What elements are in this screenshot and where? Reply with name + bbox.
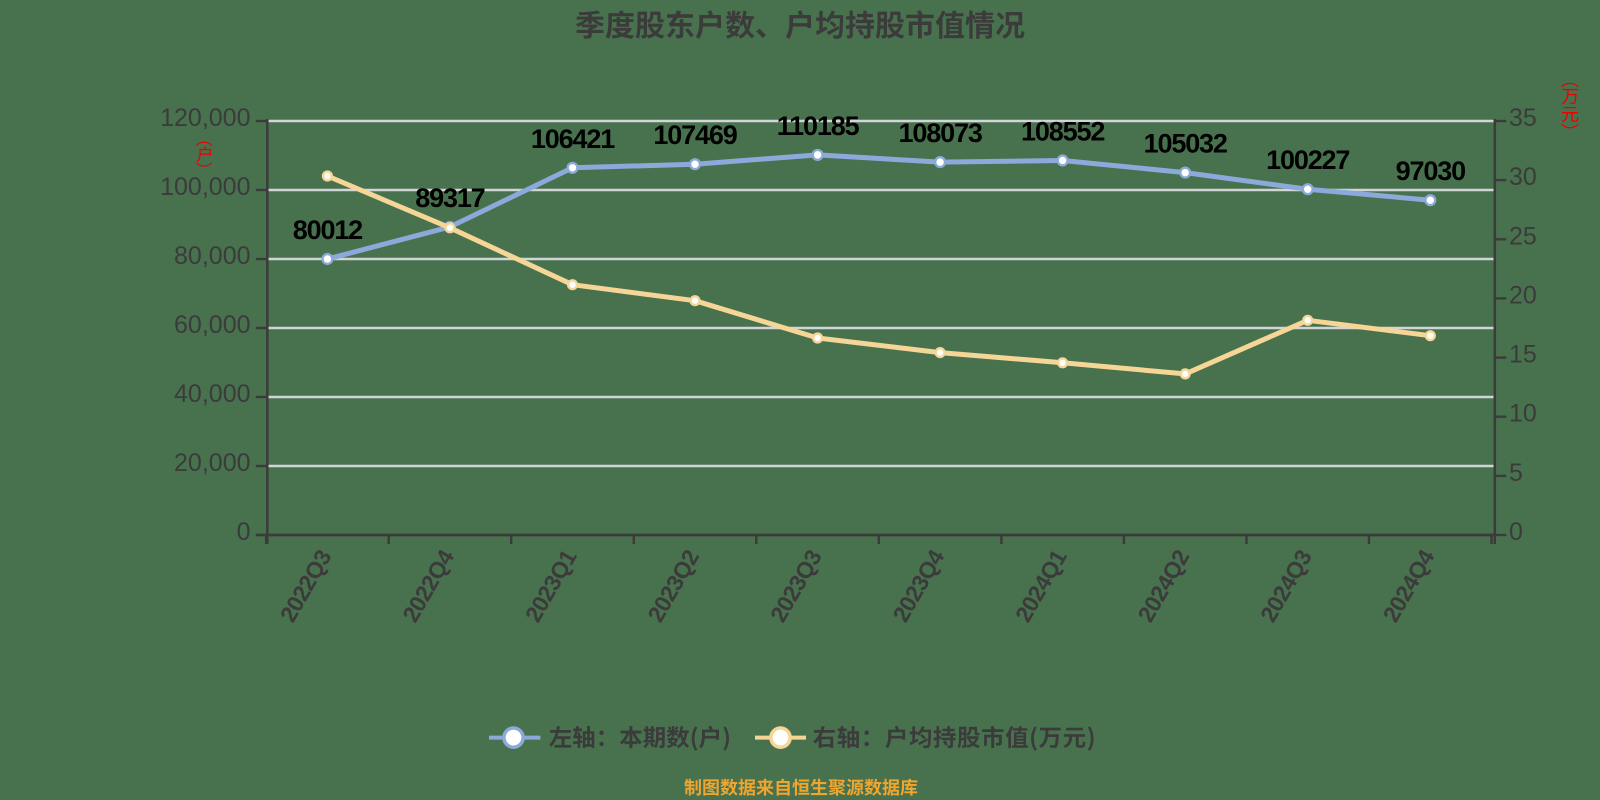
svg-text:10: 10	[1509, 400, 1537, 428]
svg-text:80,000: 80,000	[174, 242, 250, 270]
svg-text:100227: 100227	[1266, 145, 1349, 175]
svg-text:89317: 89317	[415, 183, 484, 213]
svg-text:108552: 108552	[1021, 117, 1104, 147]
svg-text:120,000: 120,000	[160, 104, 250, 132]
svg-text:110185: 110185	[777, 111, 860, 141]
svg-text:106421: 106421	[531, 124, 615, 154]
svg-text:100,000: 100,000	[160, 173, 250, 201]
svg-text:0: 0	[237, 518, 251, 546]
svg-text:108073: 108073	[898, 118, 982, 148]
svg-text:80012: 80012	[293, 215, 362, 245]
svg-text:107469: 107469	[653, 120, 737, 150]
svg-text:35: 35	[1509, 104, 1537, 132]
svg-text:5: 5	[1509, 459, 1523, 487]
svg-text:25: 25	[1509, 222, 1537, 250]
svg-text:0: 0	[1509, 518, 1523, 546]
svg-text:15: 15	[1509, 341, 1537, 369]
svg-text:20: 20	[1509, 281, 1537, 309]
svg-text:60,000: 60,000	[174, 311, 250, 339]
svg-text:20,000: 20,000	[174, 449, 250, 477]
svg-text:40,000: 40,000	[174, 380, 250, 408]
svg-text:105032: 105032	[1144, 129, 1227, 159]
svg-text:97030: 97030	[1396, 156, 1465, 186]
svg-text:30: 30	[1509, 163, 1537, 191]
